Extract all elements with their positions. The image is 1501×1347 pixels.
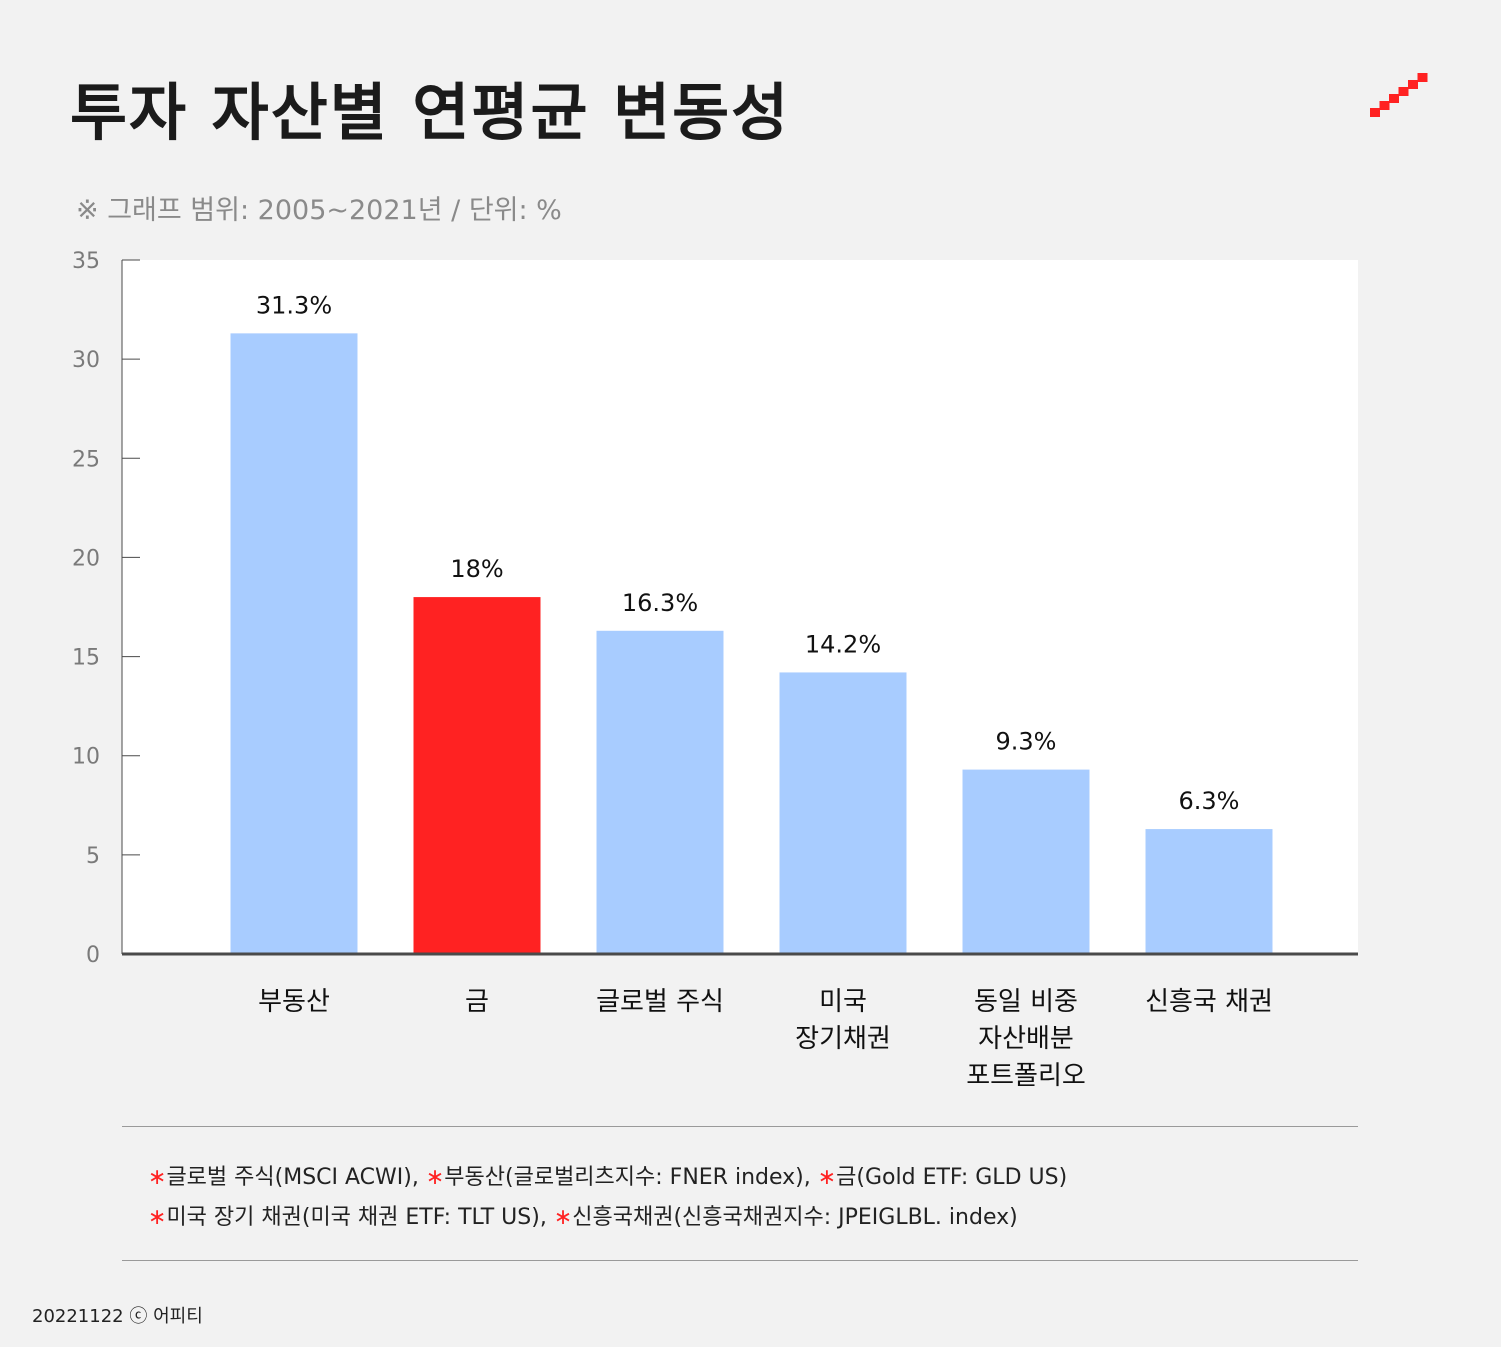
asterisk-icon: ∗ <box>148 1165 167 1190</box>
note-text: 신흥국채권(신흥국채권지수: JPEIGLBL. index) <box>572 1205 1018 1230</box>
data-label: 14.2% <box>805 630 881 658</box>
copyright-icon: ⓒ <box>129 1306 148 1327</box>
data-label: 18% <box>450 555 503 583</box>
bar <box>596 630 724 954</box>
bar <box>779 672 907 954</box>
y-tick-label: 15 <box>72 646 100 671</box>
asterisk-icon: ∗ <box>425 1165 445 1190</box>
y-tick-label: 10 <box>72 745 100 770</box>
x-tick-label-line: 미국 <box>819 987 867 1017</box>
data-label: 31.3% <box>256 291 332 319</box>
bar <box>1145 829 1273 954</box>
x-tick-label-line: 장기채권 <box>795 1024 891 1054</box>
asterisk-icon: ∗ <box>148 1205 167 1230</box>
data-label: 16.3% <box>622 589 698 617</box>
footer-date: 20221122 <box>32 1306 124 1327</box>
notes-line-1: ∗글로벌 주식(MSCI ACWI), ∗부동산(글로벌리츠지수: FNER i… <box>148 1158 1067 1198</box>
x-tick-label-line: 글로벌 주식 <box>596 987 724 1017</box>
logo-step <box>1408 80 1418 89</box>
x-tick-label-line: 포트폴리오 <box>966 1061 1086 1091</box>
x-tick-label: 신흥국 채권 <box>1145 987 1273 1017</box>
y-tick-label: 5 <box>86 844 100 869</box>
footer-brand: 어피티 <box>153 1306 203 1327</box>
page-title: 투자 자산별 연평균 변동성 <box>70 76 791 149</box>
x-tick-label-line: 신흥국 채권 <box>1145 987 1273 1017</box>
logo-step <box>1398 87 1409 96</box>
x-tick-label: 부동산 <box>258 987 330 1017</box>
bar-chart: 0 5 10 15 20 25 30 35 31.3% 부동산 18% 금 16.3% 글로벌 주식 14.… <box>72 249 1358 1091</box>
x-tick-label-line: 동일 비중 <box>974 987 1078 1017</box>
x-tick-label: 금 <box>465 987 489 1017</box>
y-tick-label: 0 <box>86 943 100 968</box>
y-tick-label: 35 <box>72 249 100 274</box>
logo-step <box>1417 73 1428 82</box>
x-tick-label-line: 금 <box>465 987 489 1017</box>
chart-subtitle: ※ 그래프 범위: 2005~2021년 / 단위: % <box>76 195 562 226</box>
bar <box>413 597 541 954</box>
x-tick-label-line: 부동산 <box>258 987 330 1017</box>
data-label: 9.3% <box>996 728 1057 756</box>
data-label: 6.3% <box>1179 787 1240 815</box>
y-tick-label: 20 <box>72 546 100 571</box>
x-tick-label-line: 자산배분 <box>978 1024 1074 1054</box>
logo-step <box>1379 101 1390 110</box>
notes-top-divider <box>122 1126 1358 1127</box>
staircase-logo-icon <box>1370 73 1428 117</box>
asterisk-icon: ∗ <box>817 1165 837 1190</box>
note-text: 금(Gold ETF: GLD US) <box>836 1165 1068 1190</box>
note-text: 글로벌 주식(MSCI ACWI), <box>166 1165 426 1190</box>
bar <box>230 333 358 954</box>
logo-step <box>1370 108 1380 117</box>
asterisk-icon: ∗ <box>553 1205 573 1230</box>
note-text: 부동산(글로벌리츠지수: FNER index), <box>444 1165 818 1190</box>
footer: 20221122 ⓒ 어피티 <box>32 1302 203 1328</box>
y-tick-label: 25 <box>72 447 100 472</box>
bar <box>962 769 1090 954</box>
notes-line-2: ∗미국 장기 채권(미국 채권 ETF: TLT US), ∗신흥국채권(신흥국… <box>148 1198 1067 1238</box>
x-tick-label: 글로벌 주식 <box>596 987 724 1017</box>
notes-bottom-divider <box>122 1260 1358 1261</box>
y-tick-label: 30 <box>72 348 100 373</box>
note-text: 미국 장기 채권(미국 채권 ETF: TLT US), <box>166 1205 554 1230</box>
source-notes: ∗글로벌 주식(MSCI ACWI), ∗부동산(글로벌리츠지수: FNER i… <box>148 1158 1067 1238</box>
logo-step <box>1389 94 1399 103</box>
